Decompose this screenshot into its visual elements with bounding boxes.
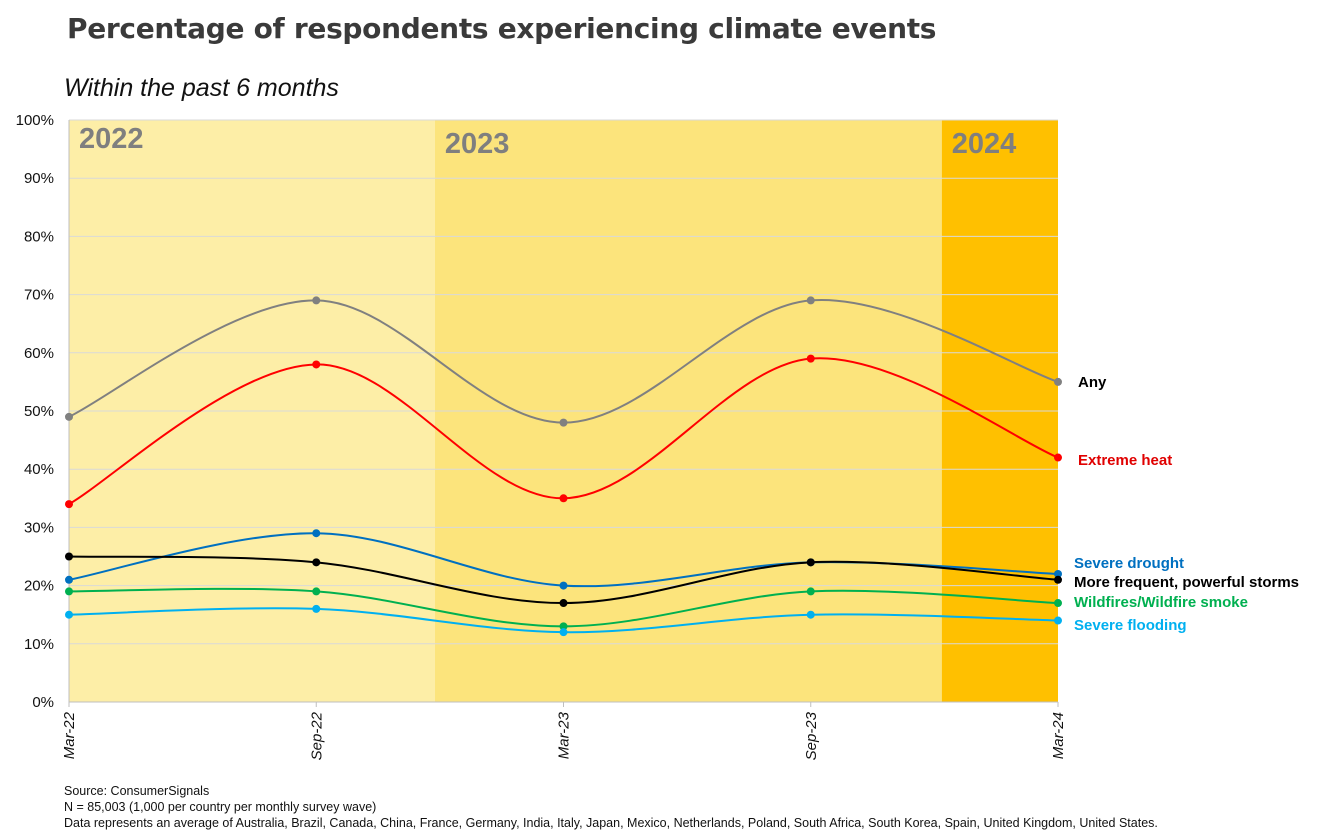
y-tick-label: 30%: [24, 519, 54, 536]
y-tick-label: 70%: [24, 287, 54, 304]
data-point-severe-drought: [312, 529, 321, 538]
y-tick-label: 100%: [16, 112, 54, 129]
data-point-any: [559, 418, 568, 427]
data-point-extreme-heat: [1054, 453, 1062, 462]
y-tick-label: 60%: [24, 345, 54, 362]
data-point-severe-flooding: [65, 610, 73, 619]
year-label-2022: 2022: [79, 123, 144, 155]
data-point-severe-flooding: [1054, 616, 1062, 625]
data-point-severe-drought: [65, 575, 73, 584]
data-point-severe-drought: [559, 581, 568, 590]
series-label-severe-drought: Severe drought: [1074, 555, 1184, 572]
data-point-wildfires-wildfire-smoke: [806, 587, 815, 596]
y-tick-label: 90%: [24, 170, 54, 187]
series-label-severe-flooding: Severe flooding: [1074, 617, 1187, 634]
y-tick-label: 0%: [32, 694, 54, 711]
data-point-any: [65, 412, 73, 421]
chart-title: Percentage of respondents experiencing c…: [67, 12, 937, 45]
series-label-any: Any: [1078, 374, 1107, 391]
y-tick-label: 10%: [24, 636, 54, 653]
series-label-more-frequent-powerful-storms: More frequent, powerful storms: [1074, 574, 1299, 591]
chart-notes: Source: ConsumerSignals N = 85,003 (1,00…: [64, 783, 1158, 831]
x-tick-label: Sep-23: [803, 711, 820, 760]
data-point-extreme-heat: [65, 500, 73, 509]
data-point-wildfires-wildfire-smoke: [65, 587, 73, 596]
data-point-any: [312, 296, 321, 305]
data-point-severe-flooding: [312, 604, 321, 613]
data-point-more-frequent-powerful-storms: [65, 552, 73, 561]
x-tick-label: Mar-23: [556, 711, 573, 759]
data-point-severe-flooding: [559, 628, 568, 637]
data-point-more-frequent-powerful-storms: [806, 558, 815, 567]
source-note: Source: ConsumerSignals: [64, 784, 210, 798]
data-point-extreme-heat: [559, 494, 568, 503]
countries-note: Data represents an average of Australia,…: [64, 816, 1158, 830]
chart-subtitle: Within the past 6 months: [64, 74, 339, 102]
x-tick-label: Sep-22: [308, 711, 325, 760]
y-tick-label: 50%: [24, 403, 54, 420]
data-point-severe-flooding: [806, 610, 815, 619]
data-point-extreme-heat: [312, 360, 321, 369]
year-label-2023: 2023: [445, 128, 510, 160]
data-point-any: [806, 296, 815, 305]
x-tick-label: Mar-22: [61, 711, 78, 759]
data-point-wildfires-wildfire-smoke: [312, 587, 321, 596]
data-point-more-frequent-powerful-storms: [559, 599, 568, 608]
series-label-extreme-heat: Extreme heat: [1078, 452, 1172, 469]
data-point-any: [1054, 377, 1062, 386]
y-tick-label: 40%: [24, 461, 54, 478]
sample-size-note: N = 85,003 (1,000 per country per monthl…: [64, 800, 377, 814]
data-point-severe-drought: [1054, 569, 1062, 578]
y-tick-label: 80%: [24, 228, 54, 245]
x-tick-label: Mar-24: [1050, 712, 1067, 759]
series-label-wildfires-wildfire-smoke: Wildfires/Wildfire smoke: [1074, 594, 1248, 611]
data-point-extreme-heat: [806, 354, 815, 363]
year-label-2024: 2024: [952, 128, 1017, 160]
data-point-more-frequent-powerful-storms: [1054, 575, 1062, 584]
y-tick-label: 20%: [24, 578, 54, 595]
data-point-wildfires-wildfire-smoke: [559, 622, 568, 631]
data-point-more-frequent-powerful-storms: [312, 558, 321, 567]
data-point-wildfires-wildfire-smoke: [1054, 599, 1062, 608]
